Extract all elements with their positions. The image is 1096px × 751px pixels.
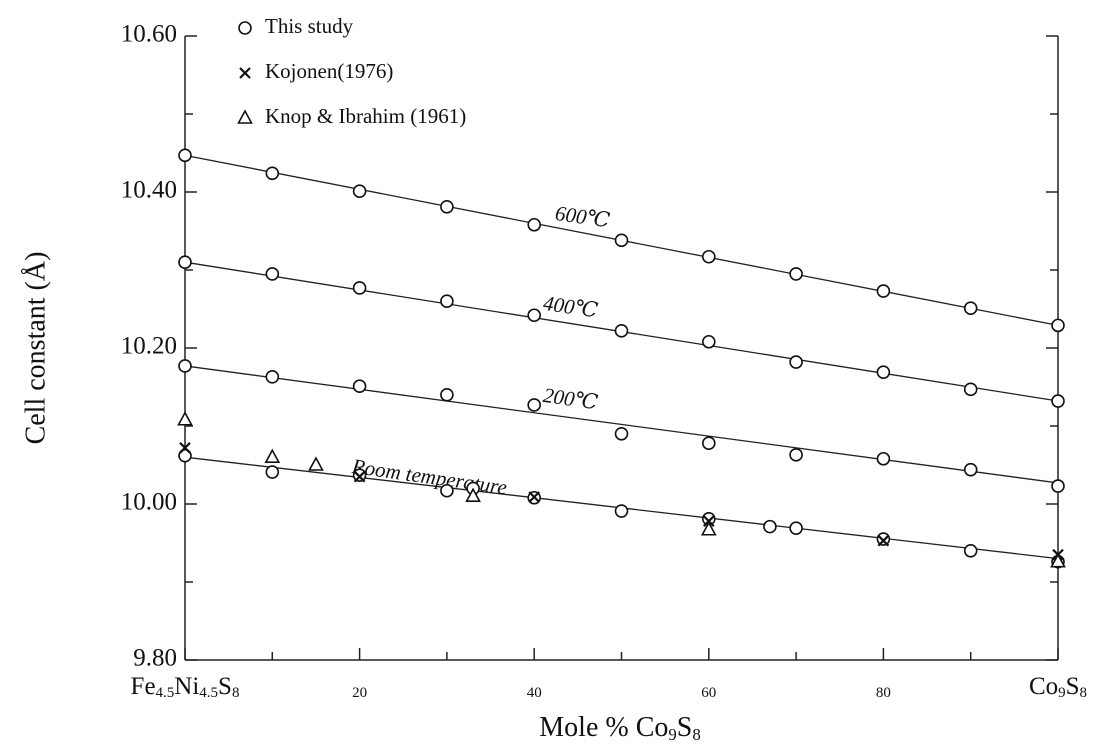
point <box>527 398 542 412</box>
point <box>963 301 978 316</box>
point <box>237 109 253 124</box>
y-tick-label: 9.80 <box>133 645 177 672</box>
point <box>179 442 191 454</box>
point <box>527 217 542 232</box>
point <box>265 370 280 384</box>
point <box>963 543 978 558</box>
point <box>701 249 716 264</box>
point <box>614 426 629 441</box>
x-tick-label: 20 <box>352 685 367 701</box>
point <box>789 267 803 281</box>
point <box>440 200 454 214</box>
x-tick-label: Fe4.5Ni4.5S8 <box>131 673 240 702</box>
y-tick-label: 10.20 <box>121 333 177 360</box>
point <box>352 184 367 199</box>
point <box>238 21 252 35</box>
point <box>178 359 192 373</box>
point <box>701 436 716 450</box>
point <box>877 534 890 547</box>
point <box>701 334 716 349</box>
point <box>614 324 629 338</box>
point <box>265 465 280 479</box>
y-tick-label: 10.00 <box>121 489 177 516</box>
point <box>352 281 367 295</box>
x-tick-label: 60 <box>701 685 716 701</box>
point <box>177 411 193 426</box>
point <box>1051 318 1065 333</box>
fit-line-label: 200℃ <box>542 383 600 414</box>
legend-label: This study <box>265 14 354 38</box>
point <box>440 483 454 498</box>
point <box>876 532 891 546</box>
point <box>963 382 978 397</box>
x-tick-label: 80 <box>876 685 891 701</box>
point <box>178 448 192 463</box>
legend-label: Knop & Ibrahim (1961) <box>265 104 466 128</box>
point <box>440 294 454 309</box>
fit-line-label: Room temperature <box>350 454 509 500</box>
point <box>614 233 629 248</box>
point <box>528 491 540 503</box>
point <box>1051 394 1065 408</box>
point <box>440 387 454 402</box>
point <box>353 470 366 483</box>
legend-label: Kojonen(1976) <box>265 59 393 83</box>
point <box>614 504 629 518</box>
point <box>763 519 777 534</box>
point <box>264 448 281 463</box>
x-tick-label: Co9S8 <box>1029 673 1087 702</box>
x-tick-label: 40 <box>527 685 542 701</box>
point <box>876 284 891 298</box>
point <box>700 521 717 536</box>
point <box>265 267 280 281</box>
point <box>527 308 542 323</box>
point <box>352 468 367 482</box>
point <box>1050 553 1066 568</box>
point <box>876 365 891 379</box>
fit-line-label: 400℃ <box>542 291 600 322</box>
point <box>239 67 251 79</box>
point <box>963 462 978 477</box>
point <box>789 355 803 369</box>
y-axis-title: Cell constant (Å) <box>20 252 51 445</box>
point <box>789 448 803 462</box>
point <box>352 379 367 394</box>
fit-line <box>184 365 1059 484</box>
point <box>308 456 324 471</box>
y-tick-label: 10.60 <box>121 21 177 48</box>
point <box>876 451 891 466</box>
point <box>178 255 192 270</box>
point <box>1051 479 1065 493</box>
point <box>789 521 803 535</box>
point <box>265 166 280 181</box>
fit-line-label: 600℃ <box>554 201 612 232</box>
point <box>178 148 192 163</box>
x-axis-title: Mole % Co9S8 <box>539 712 700 743</box>
point <box>465 487 481 502</box>
y-tick-label: 10.40 <box>121 177 177 204</box>
